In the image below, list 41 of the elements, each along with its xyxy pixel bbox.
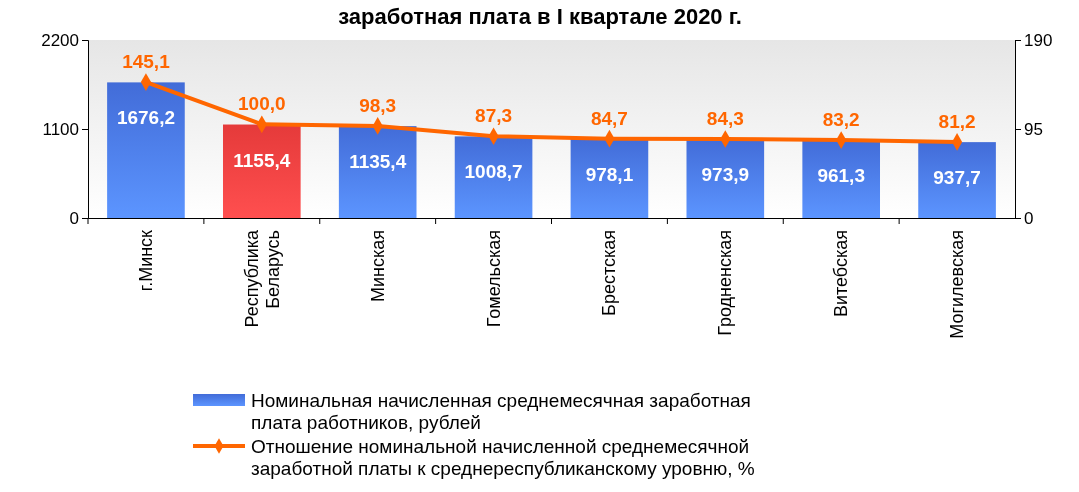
bar — [686, 139, 765, 218]
chart-title: заработная плата в I квартале 2020 г. — [338, 4, 742, 29]
bar — [107, 82, 185, 218]
x-tick-label: Минская — [367, 230, 388, 303]
text: 87,3 — [475, 105, 513, 127]
text: 1155,4 — [233, 149, 291, 171]
bar — [802, 140, 881, 218]
text: 937,7 — [933, 167, 981, 189]
text: 1135,4 — [349, 151, 407, 173]
text: 961,3 — [817, 165, 865, 187]
x-tick-label: Гомельская — [483, 230, 504, 328]
x-tick-label: Брестская — [599, 230, 620, 316]
x-tick-label: Могилевская — [947, 230, 968, 339]
x-tick-label: Витебская — [831, 230, 852, 318]
text: 84,7 — [590, 107, 628, 129]
text: 973,9 — [701, 164, 750, 186]
y-tick-label: 1100 — [42, 119, 79, 139]
bar — [338, 126, 417, 218]
y-tick-label: 2200 — [41, 30, 79, 50]
bar — [454, 136, 533, 218]
x-tick-label: Гродненская — [715, 230, 736, 336]
text: 81,2 — [938, 110, 976, 132]
bar — [570, 138, 649, 218]
legend-label: Отношение номинальной начисленной среднемесячной заработной платы к среднереспубликанскому уровню, % — [251, 436, 755, 479]
x-tick-label: Республика Беларусь — [241, 229, 283, 328]
y2-tick-label: 95 — [1024, 119, 1043, 139]
y2-tick-label: 0 — [1024, 208, 1034, 228]
bar — [222, 124, 301, 218]
text: 978,1 — [585, 163, 634, 185]
y-tick-label: 0 — [69, 208, 79, 228]
text: 145,1 — [122, 51, 170, 73]
text: 1008,7 — [464, 161, 523, 183]
text: 98,3 — [359, 94, 397, 116]
text: 84,3 — [706, 108, 744, 130]
text: 83,2 — [822, 109, 860, 131]
text: 100,0 — [238, 93, 286, 115]
legend-label: Номинальная начисленная среднемесячная заработная плата работников, рублей — [251, 390, 751, 433]
x-tick-label: г.Минск — [135, 229, 156, 292]
bar — [918, 142, 996, 218]
text: 1676,2 — [116, 107, 175, 129]
y2-tick-label: 190 — [1024, 30, 1053, 50]
